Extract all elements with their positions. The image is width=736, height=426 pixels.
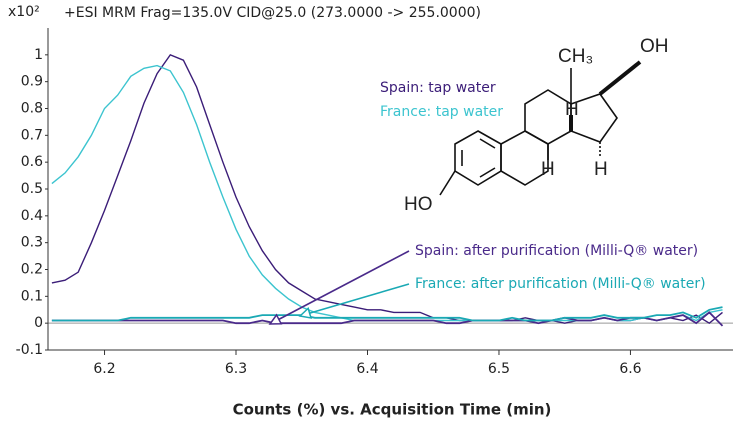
series-line (51, 311, 724, 327)
y-tick-label: 0 (34, 315, 43, 331)
series-line (51, 306, 723, 322)
annotation: Spain: after purification (Milli-Q® wate… (415, 243, 698, 259)
y-tick-label: 0.3 (21, 235, 43, 251)
arrow-head (268, 313, 283, 325)
x-tick-label: 6.4 (356, 361, 378, 377)
molecule-label: H (594, 159, 608, 180)
y-tick-label: 0.9 (21, 74, 43, 90)
annotation-arrow (299, 283, 410, 317)
y-tick-label: 0.2 (21, 262, 43, 278)
y-tick-label: -0.1 (16, 342, 43, 358)
bond (479, 167, 496, 178)
arrow-head (298, 307, 313, 319)
y-tick-label: 1 (34, 47, 43, 63)
y-tick-label: 0.5 (21, 181, 43, 197)
bond (439, 170, 456, 196)
annotation-arrow (269, 250, 410, 325)
y-tick-label: 0.7 (21, 127, 43, 143)
molecule-label: CH₃ (558, 46, 593, 67)
annotation: Spain: tap water (380, 80, 496, 96)
chart-title: +ESI MRM Frag=135.0V CID@25.0 (273.0000 … (64, 5, 481, 21)
x-tick-label: 6.2 (93, 361, 115, 377)
annotation: France: tap water (380, 104, 503, 120)
y-tick-label: 0.4 (21, 208, 43, 224)
x-tick-label: 6.5 (488, 361, 510, 377)
y-tick-label: 0.6 (21, 154, 43, 170)
annotation: France: after purification (Milli-Q® wat… (415, 276, 706, 292)
molecule-label: HO (404, 194, 433, 215)
x-axis-label: Counts (%) vs. Acquisition Time (min) (233, 401, 552, 419)
molecule-structure: CH₃ OH H H H HO (404, 36, 669, 215)
bond (479, 138, 496, 149)
y-tick-label: 0.1 (21, 288, 43, 304)
x-tick-label: 6.3 (225, 361, 247, 377)
bond (598, 60, 642, 96)
x-tick-label: 6.6 (619, 361, 641, 377)
molecule-label: H (565, 99, 579, 120)
molecule-label: OH (640, 36, 669, 57)
molecule-label: H (541, 159, 555, 180)
y-tick-label: 0.8 (21, 101, 43, 117)
y-scale-label: x10² (8, 4, 40, 20)
